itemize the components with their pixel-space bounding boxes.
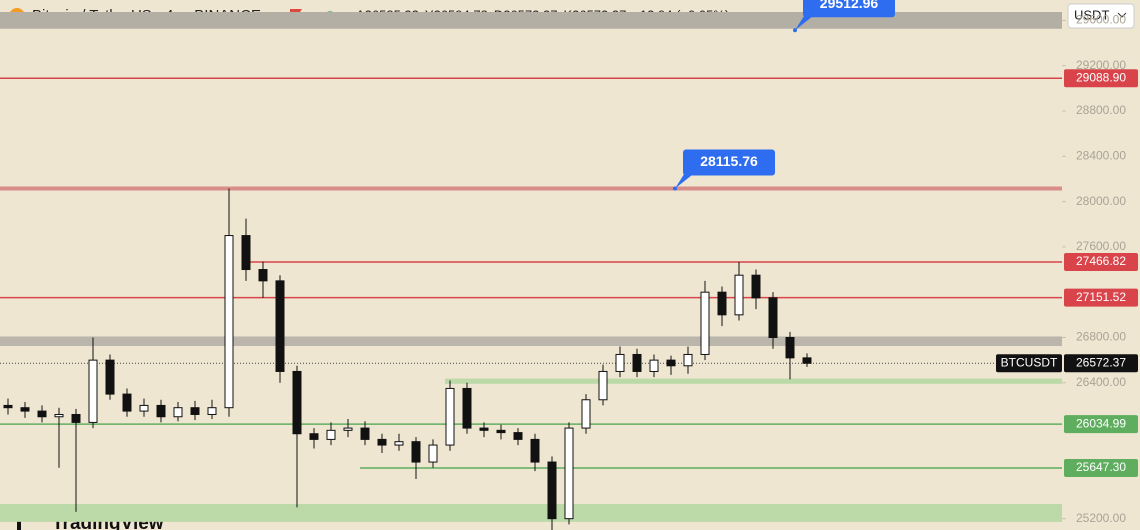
- candle-body: [139, 404, 149, 412]
- price-label: 26572.37: [1076, 355, 1126, 369]
- candle-body: [666, 359, 676, 367]
- candle-body: [156, 404, 166, 418]
- level-label: 25647.30: [1076, 460, 1126, 474]
- candle-body: [513, 432, 523, 440]
- price-tag: [1064, 354, 1138, 373]
- candle-body: [71, 413, 81, 423]
- zone: [0, 336, 1062, 346]
- candle-body: [649, 359, 659, 372]
- y-tick-label: 29600.00: [1076, 13, 1126, 27]
- candle-body: [326, 429, 336, 440]
- callout-anchor: [673, 186, 677, 191]
- candle-body: [394, 441, 404, 446]
- level-label: 29088.90: [1076, 70, 1126, 84]
- candle-body: [105, 359, 115, 395]
- callout-label: 28115.76: [700, 153, 758, 169]
- y-tick-label: 25200.00: [1076, 511, 1126, 525]
- level-label: 27466.82: [1076, 254, 1126, 268]
- level-tag: [1064, 459, 1138, 478]
- candle-body: [615, 353, 625, 372]
- level-label: 27151.52: [1076, 290, 1126, 304]
- candle-body: [564, 427, 574, 520]
- symbol-tag: [996, 354, 1062, 373]
- callout-box: [683, 149, 775, 176]
- candle-body: [496, 429, 506, 434]
- candle-body: [3, 404, 13, 409]
- callout-box: [803, 0, 895, 18]
- candle-body: [734, 274, 744, 316]
- candle-body: [802, 357, 812, 364]
- symbol-label: BTCUSDT: [1001, 355, 1058, 369]
- candle-body: [37, 410, 47, 418]
- zone: [445, 378, 1062, 384]
- candle-body: [411, 441, 421, 463]
- candle-body: [258, 269, 268, 282]
- callout-label: 29512.96: [820, 0, 879, 11]
- y-tick-label: 26800.00: [1076, 330, 1126, 344]
- candle-body: [292, 370, 302, 435]
- candle-body: [683, 353, 693, 367]
- y-tick-label: 28400.00: [1076, 148, 1126, 162]
- level-label: 26034.99: [1076, 416, 1126, 430]
- candle-body: [20, 407, 30, 412]
- y-tick-label: 29200.00: [1076, 58, 1126, 72]
- y-tick-label: 26400.00: [1076, 375, 1126, 389]
- level-tag: [1064, 288, 1138, 307]
- candle-body: [479, 427, 489, 431]
- candle-body: [428, 444, 438, 463]
- candle-body: [598, 370, 608, 401]
- candle-body: [751, 274, 761, 299]
- candle-body: [768, 297, 778, 338]
- y-tick-label: 28800.00: [1076, 103, 1126, 117]
- zone: [0, 12, 1062, 29]
- candle-body: [445, 387, 455, 446]
- candle-body: [122, 393, 132, 412]
- level-tag: [1064, 252, 1138, 271]
- currency-label[interactable]: USDT: [1074, 7, 1109, 22]
- currency-select[interactable]: [1067, 3, 1135, 29]
- candle-body: [581, 399, 591, 429]
- candle-body: [173, 407, 183, 418]
- candle-body: [343, 427, 353, 431]
- candle-body: [785, 336, 795, 359]
- level-tag: [1064, 69, 1138, 88]
- candle-body: [190, 407, 200, 415]
- candle-body: [632, 353, 642, 372]
- candle-body: [717, 291, 727, 316]
- candle-body: [462, 387, 472, 429]
- candle-body: [530, 438, 540, 463]
- level-tag: [1064, 415, 1138, 434]
- candle-body: [700, 291, 710, 355]
- candle-body: [224, 235, 234, 409]
- candle-body: [547, 461, 557, 520]
- candle-body: [54, 413, 64, 418]
- candle-body: [309, 433, 319, 440]
- candle-body: [207, 407, 217, 415]
- y-tick-label: 28000.00: [1076, 194, 1126, 208]
- candle-body: [241, 235, 251, 271]
- zone: [0, 503, 1062, 522]
- candle-body: [377, 438, 387, 446]
- candle-body: [360, 427, 370, 440]
- chevron: [1117, 12, 1127, 18]
- y-tick-label: 27600.00: [1076, 239, 1126, 253]
- candle-body: [88, 359, 98, 423]
- candle-body: [275, 280, 285, 372]
- callout-anchor: [793, 28, 797, 33]
